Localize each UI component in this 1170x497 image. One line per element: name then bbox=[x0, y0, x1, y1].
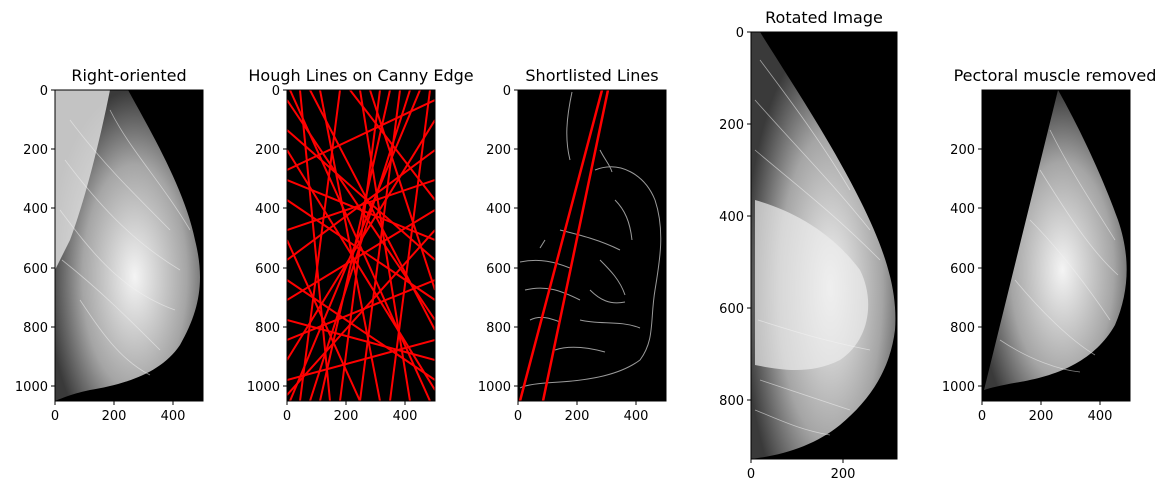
x-tick-label: 400 bbox=[161, 409, 186, 424]
y-tick-label: 1000 bbox=[247, 380, 280, 395]
x-axis: 0 200 400 bbox=[978, 401, 1113, 424]
y-tick-label: 600 bbox=[486, 262, 511, 277]
y-tick-label: 600 bbox=[255, 262, 280, 277]
y-tick-label: 200 bbox=[950, 143, 975, 158]
y-tick-label: 600 bbox=[950, 262, 975, 277]
shortlisted-hough-lines bbox=[518, 90, 610, 401]
panel-rotated-image: Rotated Image 0 200 400 600 bbox=[719, 8, 898, 482]
x-tick-label: 200 bbox=[334, 409, 359, 424]
hough-lines bbox=[287, 90, 435, 401]
x-tick-label: 0 bbox=[747, 467, 755, 482]
tissue-texture bbox=[754, 59, 881, 436]
y-axis: 0 200 400 600 800 bbox=[719, 26, 751, 409]
x-axis: 0 200 400 bbox=[51, 401, 186, 424]
y-tick-label: 400 bbox=[486, 202, 511, 217]
axes-frame bbox=[981, 89, 1131, 402]
x-tick-label: 0 bbox=[514, 409, 522, 424]
panel-hough-lines: Hough Lines on Canny Edge bbox=[247, 66, 474, 424]
y-axis: 0 200 400 600 800 1000 bbox=[15, 84, 55, 395]
panel-title: Right-oriented bbox=[71, 66, 186, 85]
y-tick-label: 200 bbox=[23, 143, 48, 158]
axes-frame bbox=[54, 89, 204, 402]
x-tick-label: 200 bbox=[565, 409, 590, 424]
y-tick-label: 200 bbox=[255, 143, 280, 158]
y-tick-label: 400 bbox=[255, 202, 280, 217]
x-tick-label: 0 bbox=[51, 409, 59, 424]
x-axis: 0 200 400 bbox=[514, 401, 649, 424]
axes-frame bbox=[517, 89, 667, 402]
y-tick-label: 400 bbox=[719, 210, 744, 225]
x-tick-label: 200 bbox=[102, 409, 127, 424]
pectoral-region bbox=[55, 90, 110, 270]
y-tick-label: 200 bbox=[486, 143, 511, 158]
y-tick-label: 1000 bbox=[478, 380, 511, 395]
y-axis: 0 200 400 600 800 1000 bbox=[478, 84, 518, 395]
y-tick-label: 1000 bbox=[942, 380, 975, 395]
y-tick-label: 800 bbox=[486, 321, 511, 336]
panel-title: Pectoral muscle removed bbox=[954, 66, 1157, 85]
x-tick-label: 200 bbox=[1029, 409, 1054, 424]
y-tick-label: 400 bbox=[23, 202, 48, 217]
panel-pectoral-removed: Pectoral muscle removed 200 400 600 800 … bbox=[942, 66, 1157, 424]
y-tick-label: 200 bbox=[719, 118, 744, 133]
y-tick-label: 1000 bbox=[15, 380, 48, 395]
y-tick-label: 600 bbox=[23, 262, 48, 277]
tissue-texture bbox=[59, 109, 191, 376]
x-tick-label: 200 bbox=[831, 467, 856, 482]
x-axis: 0 200 400 bbox=[283, 401, 418, 424]
x-tick-label: 0 bbox=[283, 409, 291, 424]
y-tick-label: 800 bbox=[23, 321, 48, 336]
y-tick-label: 400 bbox=[950, 202, 975, 217]
x-tick-label: 400 bbox=[624, 409, 649, 424]
y-axis: 0 200 400 600 800 1000 bbox=[247, 84, 287, 395]
y-tick-label: 0 bbox=[272, 84, 280, 99]
axes-frame bbox=[286, 89, 436, 402]
panel-shortlisted-lines: Shortlisted Lines bbox=[478, 66, 667, 424]
y-tick-label: 800 bbox=[719, 394, 744, 409]
x-axis: 0 200 bbox=[747, 459, 856, 482]
y-tick-label: 800 bbox=[255, 321, 280, 336]
y-tick-label: 600 bbox=[719, 302, 744, 317]
y-tick-label: 0 bbox=[503, 84, 511, 99]
y-tick-label: 0 bbox=[736, 26, 744, 41]
axes-frame bbox=[750, 31, 898, 460]
y-axis: 200 400 600 800 1000 bbox=[942, 143, 982, 395]
x-tick-label: 0 bbox=[978, 409, 986, 424]
panel-title: Rotated Image bbox=[765, 8, 883, 27]
breast-tissue bbox=[984, 90, 1127, 390]
panel-right-oriented: Right-oriented 0 200 400 bbox=[15, 66, 204, 424]
x-tick-label: 400 bbox=[1088, 409, 1113, 424]
tissue-texture bbox=[999, 129, 1119, 373]
y-tick-label: 0 bbox=[40, 84, 48, 99]
y-tick-label: 800 bbox=[950, 321, 975, 336]
panel-title: Hough Lines on Canny Edge bbox=[248, 66, 473, 85]
canny-edges bbox=[519, 91, 662, 389]
panel-title: Shortlisted Lines bbox=[525, 66, 658, 85]
x-tick-label: 400 bbox=[393, 409, 418, 424]
